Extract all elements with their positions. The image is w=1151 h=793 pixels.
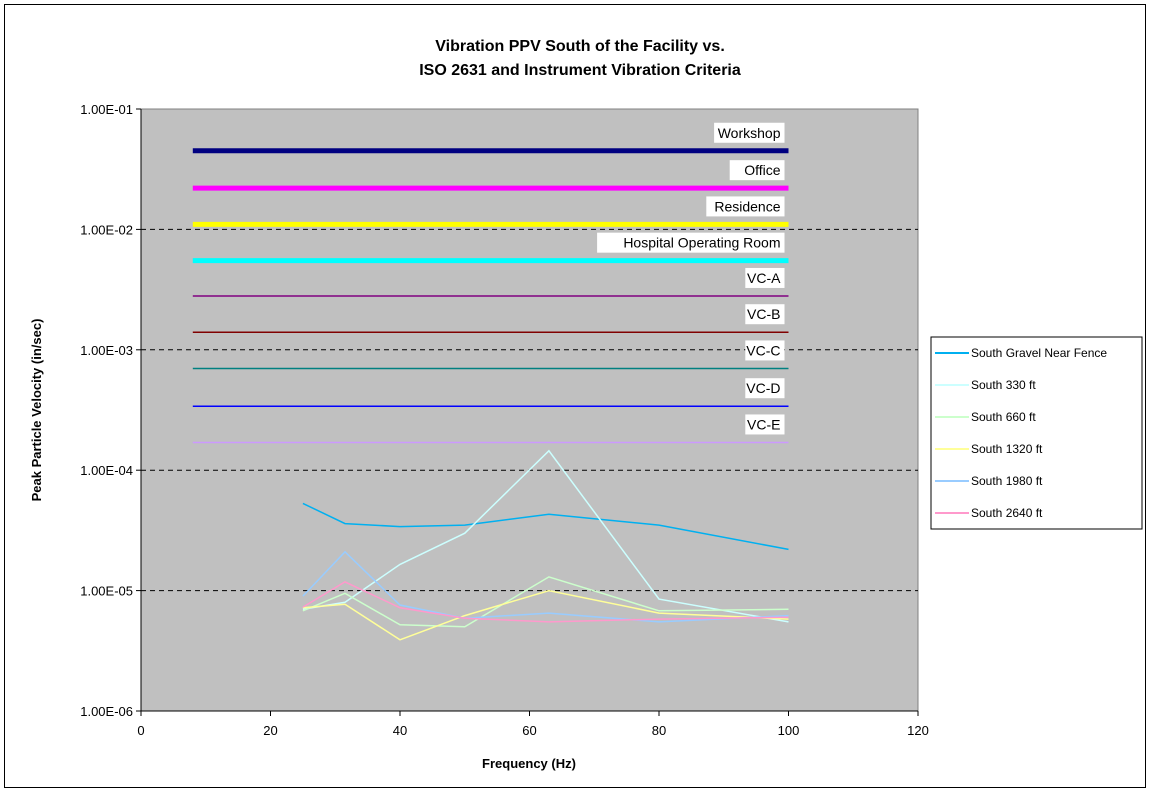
criterion-label-hospital-operating-room: Hospital Operating Room <box>623 235 780 251</box>
y-tick-label: 1.00E-06 <box>80 704 133 719</box>
x-tick-label: 80 <box>652 723 666 738</box>
legend-box <box>930 336 1143 530</box>
x-tick-label: 120 <box>907 723 929 738</box>
criterion-label-bg <box>745 378 785 399</box>
criterion-label-workshop: Workshop <box>718 125 781 141</box>
criterion-label-bg <box>745 414 785 435</box>
y-tick-label: 1.00E-03 <box>80 343 133 358</box>
series-line-south-gravel-near-fence <box>302 502 789 551</box>
criterion-label-bg <box>597 232 785 253</box>
series-line-south-2640-ft <box>302 581 789 623</box>
chart-title-line1: Vibration PPV South of the Facility vs. <box>435 38 725 55</box>
x-tick-label: 20 <box>263 723 277 738</box>
y-tick-label: 1.00E-02 <box>80 222 133 237</box>
criterion-label-bg <box>745 267 785 288</box>
x-tick-label: 40 <box>393 723 407 738</box>
x-axis-title: Frequency (Hz) <box>482 756 576 771</box>
y-tick-label: 1.00E-01 <box>80 102 133 117</box>
legend-label: South 1980 ft <box>971 474 1043 488</box>
criterion-label-vc-b: VC-B <box>747 306 780 322</box>
x-tick-label: 60 <box>522 723 536 738</box>
series-line-south-1320-ft <box>302 589 789 641</box>
criterion-label-vc-c: VC-C <box>746 342 780 358</box>
legend-label: South 660 ft <box>971 410 1036 424</box>
legend: South Gravel Near Fence South 330 ft South… <box>930 336 1143 530</box>
legend-label: South 2640 ft <box>971 506 1043 520</box>
legend-label: South 330 ft <box>971 378 1036 392</box>
criterion-label-bg <box>745 304 785 325</box>
criterion-label-office: Office <box>744 162 781 178</box>
criterion-label-vc-e: VC-E <box>747 416 780 432</box>
criterion-label-bg <box>729 160 785 181</box>
criterion-label-vc-a: VC-A <box>747 270 781 286</box>
plot-area <box>140 108 919 712</box>
criterion-label-bg <box>745 340 785 361</box>
x-tick-label: 100 <box>778 723 800 738</box>
criterion-label-residence: Residence <box>714 198 780 214</box>
x-tick-label: 0 <box>137 723 144 738</box>
y-tick-label: 1.00E-05 <box>80 584 133 599</box>
criterion-label-bg <box>706 196 785 217</box>
criterion-label-bg <box>714 122 785 143</box>
legend-label: South Gravel Near Fence <box>971 346 1107 360</box>
y-tick-label: 1.00E-04 <box>80 463 133 478</box>
data-series <box>302 449 789 641</box>
y-axis-title: Peak Particle Velocity (in/sec) <box>29 319 44 502</box>
chart-title-line2: ISO 2631 and Instrument Vibration Criter… <box>419 62 741 79</box>
axes: 1.00E-06 1.00E-05 1.00E-04 1.00E-03 1.00E-02… <box>80 102 929 738</box>
series-line-south-330-ft <box>302 449 789 623</box>
criteria-lines: Workshop Office Residence Hospital Operatin… <box>192 122 789 444</box>
legend-label: South 1320 ft <box>971 442 1043 456</box>
series-line-south-660-ft <box>302 576 789 628</box>
criterion-label-vc-d: VC-D <box>746 380 780 396</box>
